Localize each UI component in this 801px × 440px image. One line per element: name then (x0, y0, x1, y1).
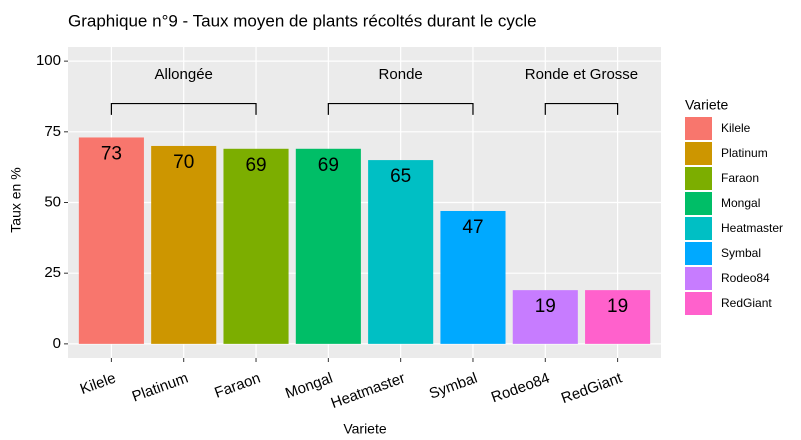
legend-label: Platinum (721, 146, 768, 160)
data-label: 73 (101, 143, 122, 164)
group-label: Ronde (379, 66, 423, 83)
bar (295, 148, 361, 344)
legend-label: Kilele (721, 121, 751, 135)
legend-key (685, 267, 712, 290)
y-tick-label: 0 (53, 335, 61, 352)
bar (223, 148, 289, 344)
chart-title: Graphique n°9 - Taux moyen de plants réc… (68, 11, 537, 30)
data-label: 65 (390, 166, 411, 187)
legend-label: Heatmaster (721, 221, 783, 235)
x-axis-title: Variete (343, 421, 387, 437)
legend-title: Variete (685, 97, 729, 113)
group-bracket (544, 102, 619, 115)
data-label: 69 (318, 155, 339, 176)
group-label: Ronde et Grosse (525, 66, 638, 83)
y-tick-label: 100 (36, 52, 61, 69)
y-axis-title: Taux en % (8, 167, 24, 232)
data-label: 19 (607, 296, 628, 317)
legend-label: Faraon (721, 171, 759, 185)
data-label: 69 (245, 155, 266, 176)
legend-key (685, 142, 712, 165)
bar (78, 137, 144, 344)
bar (151, 145, 217, 344)
legend-key (685, 217, 712, 240)
legend-label: Mongal (721, 196, 760, 210)
legend-key (685, 192, 712, 215)
data-label: 19 (535, 296, 556, 317)
data-label: 47 (462, 217, 483, 238)
group-bracket (327, 102, 474, 115)
legend-key (685, 117, 712, 140)
bar (440, 210, 506, 344)
legend-label: RedGiant (721, 296, 772, 310)
group-bracket (110, 102, 257, 115)
legend-key (685, 292, 712, 315)
legend-label: Symbal (721, 246, 761, 260)
bar (512, 290, 578, 344)
legend-label: Rodeo84 (721, 271, 770, 285)
legend-key (685, 242, 712, 265)
y-tick-label: 50 (44, 193, 61, 210)
y-tick-label: 75 (44, 123, 61, 140)
y-tick-label: 25 (44, 264, 61, 281)
data-label: 70 (173, 152, 194, 173)
bar (368, 160, 434, 344)
legend-key (685, 167, 712, 190)
group-label: Allongée (155, 66, 213, 83)
bar (585, 290, 651, 344)
